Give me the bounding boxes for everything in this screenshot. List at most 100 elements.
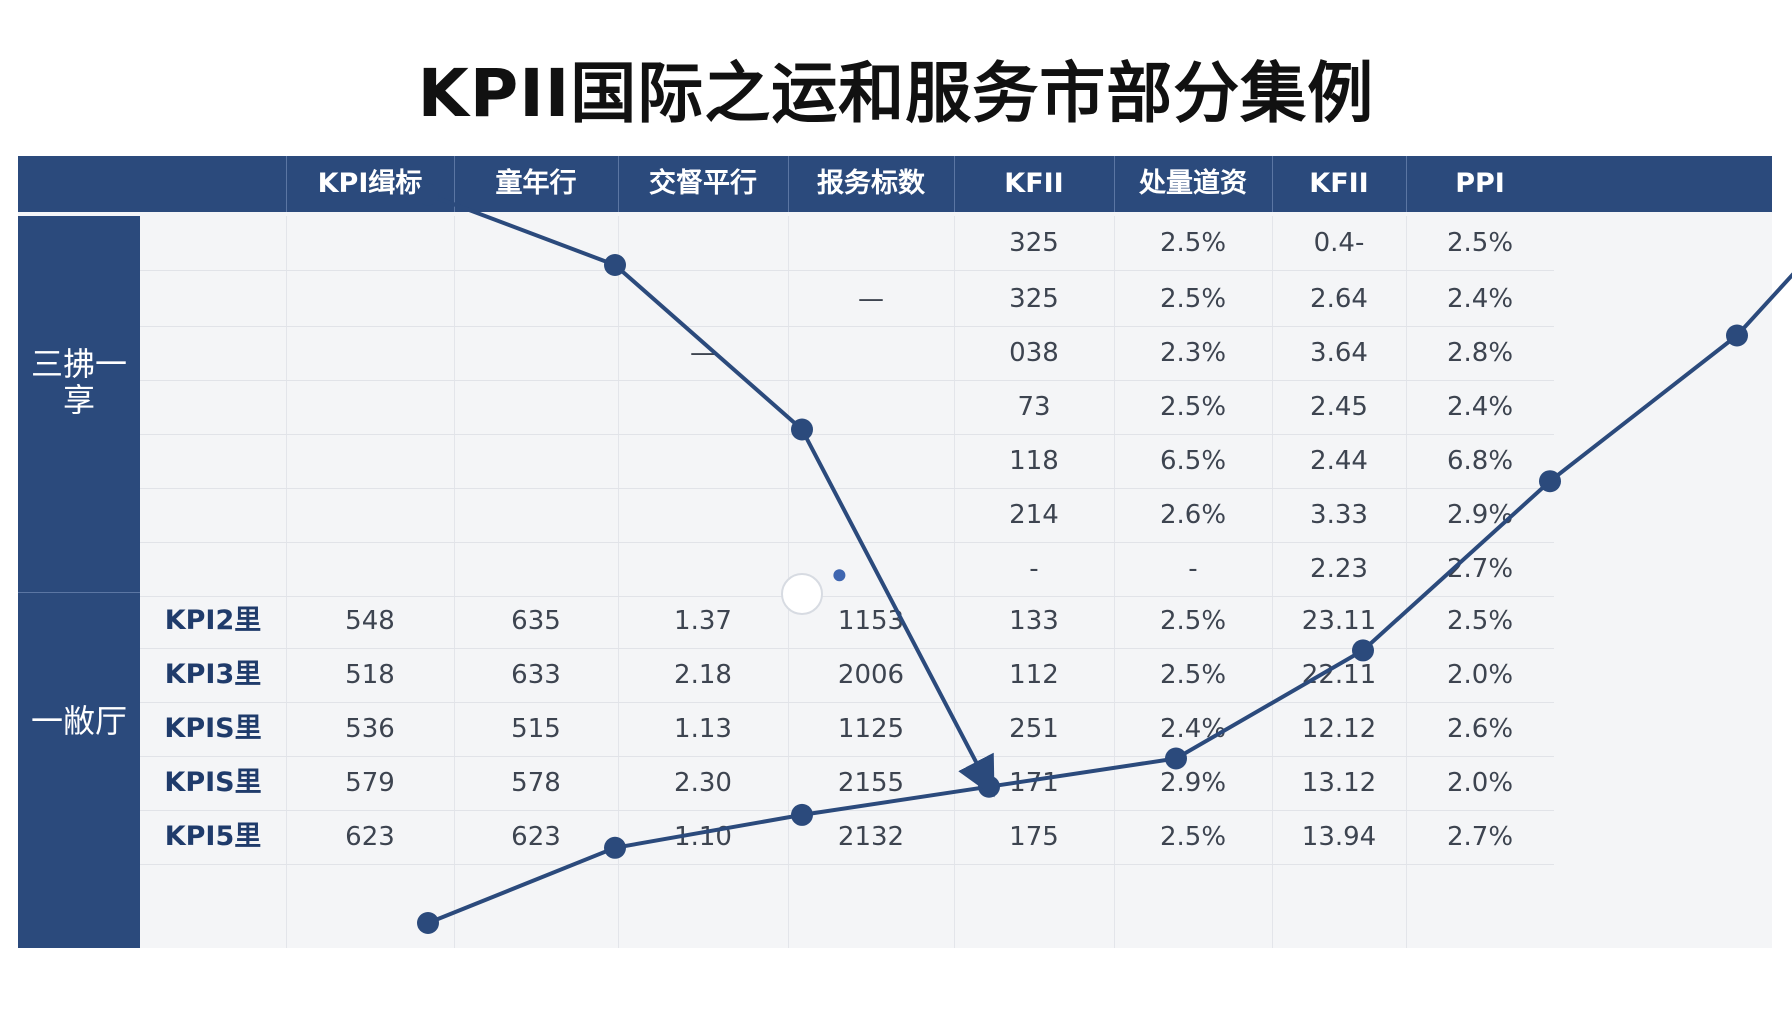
data-point [791, 803, 813, 826]
table-cell: 1125 [837, 714, 905, 744]
row-divider [140, 810, 1554, 811]
row-divider [140, 864, 1554, 865]
table-cell: 325 [1009, 284, 1059, 314]
row-label: KPIS里 [164, 713, 262, 744]
small-dot-marker [833, 569, 846, 582]
column-divider [454, 216, 455, 948]
table-cell: 23.11 [1301, 606, 1377, 636]
table-cell: 2.7% [1446, 554, 1514, 584]
table-cell: 2.5% [1159, 228, 1227, 258]
row-divider [140, 596, 1554, 597]
row-divider [140, 434, 1554, 435]
table-cell: 579 [345, 768, 395, 798]
header-cell-8: PPI [1455, 168, 1505, 199]
header-cell-5: KFII [1004, 168, 1064, 199]
row-divider [140, 648, 1554, 649]
table-cell: 325 [1009, 228, 1059, 258]
table-cell: 2.5% [1159, 822, 1227, 852]
table-cell: 2.5% [1159, 606, 1227, 636]
column-divider [618, 216, 619, 948]
table-cell: 2.5% [1446, 606, 1514, 636]
column-divider [1406, 216, 1407, 948]
table-cell: 2.0% [1446, 660, 1514, 690]
column-divider [1272, 216, 1273, 948]
header-cell-3: 交督平行 [649, 168, 757, 199]
header-cell-7: KFII [1309, 168, 1369, 199]
column-divider [286, 216, 287, 948]
row-label: KPIS里 [164, 767, 262, 798]
data-point [1539, 470, 1561, 493]
header-divider [1406, 156, 1407, 212]
table-cell: - [1029, 554, 1039, 584]
data-point [417, 912, 439, 934]
table-cell: 2.18 [674, 660, 732, 690]
table-cell: 578 [511, 768, 561, 798]
header-divider [286, 156, 287, 212]
header-cell-6: 处量道资 [1139, 168, 1247, 199]
row-label: KPI2里 [164, 605, 262, 636]
data-table: KPI缉标 童年行 交督平行 报务标数 KFII 处量道资 KFII PPI 三拂一享 一敝厅… [18, 156, 1772, 948]
table-cell: 2.45 [1310, 392, 1368, 422]
table-cell: 133 [1009, 606, 1059, 636]
table-cell: 518 [345, 660, 395, 690]
series-line-0 [427, 272, 1792, 925]
table-cell: 635 [511, 606, 561, 636]
table-cell: 175 [1009, 822, 1059, 852]
table-cell: 2.4% [1159, 714, 1227, 744]
column-divider [954, 216, 955, 948]
table-cell: 548 [345, 606, 395, 636]
table-cell: 038 [1009, 338, 1059, 368]
sidebar-group-bottom: 一敝厅 [18, 593, 140, 948]
row-label: KPI3里 [164, 659, 262, 690]
table-cell: 536 [345, 714, 395, 744]
sidebar-label-bottom: 一敝厅 [30, 702, 127, 740]
header-cell-1: KPI缉标 [317, 168, 423, 199]
table-cell: - [1188, 554, 1198, 584]
header-divider [1114, 156, 1115, 212]
table-cell: 2.7% [1446, 822, 1514, 852]
table-cell: 73 [1017, 392, 1051, 422]
table-cell: 1.13 [674, 714, 732, 744]
sidebar-label-top: 三拂一享 [30, 345, 127, 419]
table-cell: 633 [511, 660, 561, 690]
table-cell: 118 [1009, 446, 1059, 476]
table-cell: 3.64 [1310, 338, 1368, 368]
series-line-1 [427, 192, 995, 798]
table-cell: 2.5% [1159, 284, 1227, 314]
table-cell: 2.5% [1159, 392, 1227, 422]
table-cell: 2132 [837, 822, 905, 852]
table-cell: 13.94 [1301, 822, 1377, 852]
table-cell: 2.44 [1310, 446, 1368, 476]
table-cell: 2.4% [1446, 284, 1514, 314]
table-header: KPI缉标 童年行 交督平行 报务标数 KFII 处量道资 KFII PPI [18, 156, 1772, 212]
table-cell: 2.9% [1159, 768, 1227, 798]
data-point [604, 254, 626, 276]
table-cell: 12.12 [1301, 714, 1377, 744]
row-divider [140, 380, 1554, 381]
row-divider [140, 756, 1554, 757]
table-cell: 1.37 [674, 606, 732, 636]
row-label: KPI5里 [164, 821, 262, 852]
page-title: KPII国际之运和服务市部分集例 [417, 55, 1375, 132]
table-cell: 112 [1009, 660, 1059, 690]
table-cell: 2.5% [1159, 660, 1227, 690]
data-point [604, 836, 626, 859]
table-cell: 2.5% [1446, 228, 1514, 258]
table-cell: 2.0% [1446, 768, 1514, 798]
row-divider [140, 702, 1554, 703]
header-divider [618, 156, 619, 212]
data-point [417, 183, 439, 206]
data-point [1165, 747, 1187, 770]
table-cell: 2.23 [1310, 554, 1368, 584]
table-cell: 2.6% [1159, 500, 1227, 530]
table-cell: 623 [511, 822, 561, 852]
table-cell: 0.4- [1313, 228, 1365, 258]
header-cell-2: 童年行 [495, 168, 577, 199]
table-cell: 13.12 [1301, 768, 1377, 798]
column-divider [1114, 216, 1115, 948]
table-cell: 6.8% [1446, 446, 1514, 476]
table-cell: 251 [1009, 714, 1059, 744]
row-divider [140, 542, 1554, 543]
table-cell: 2.64 [1310, 284, 1368, 314]
